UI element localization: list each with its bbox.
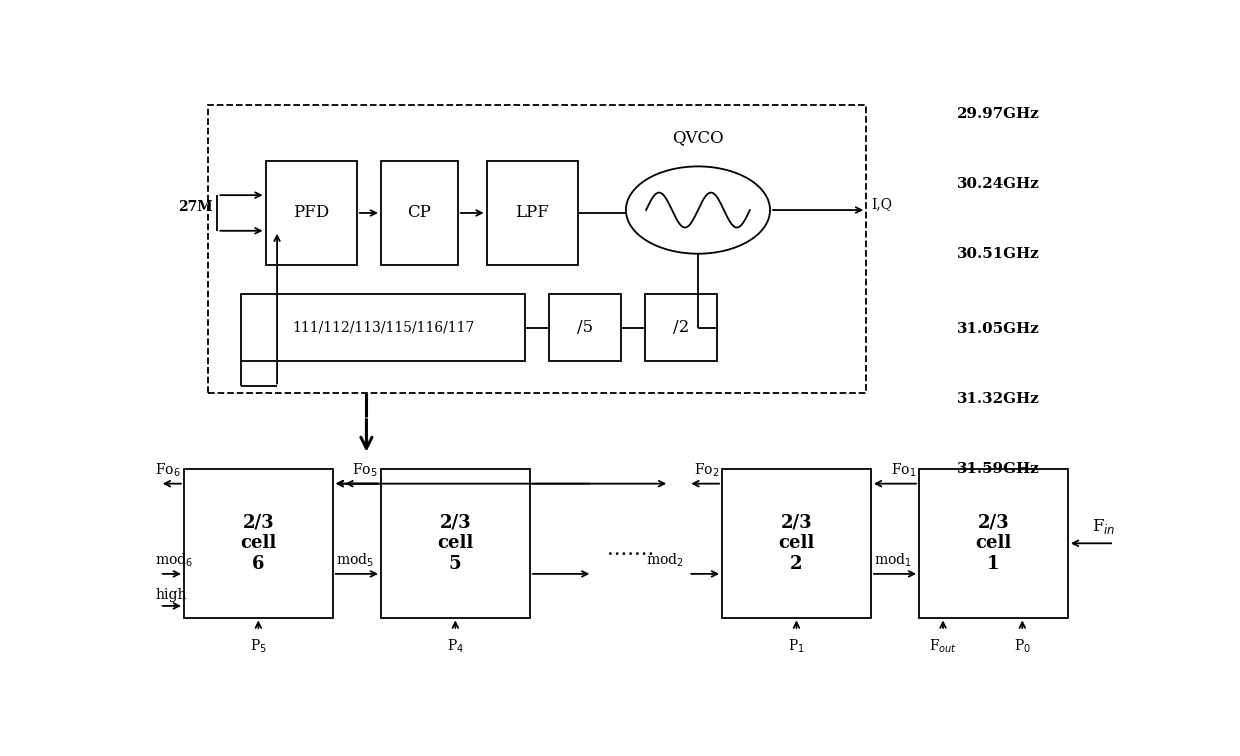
Text: P$_1$: P$_1$	[789, 638, 805, 655]
Text: Fo$_1$: Fo$_1$	[890, 462, 916, 479]
Text: 2/3
cell
6: 2/3 cell 6	[241, 513, 277, 573]
Text: .......: .......	[608, 540, 655, 559]
Text: 2/3
cell
1: 2/3 cell 1	[976, 513, 1012, 573]
Text: 31.05GHz: 31.05GHz	[957, 322, 1040, 336]
Text: mod$_1$: mod$_1$	[874, 552, 911, 569]
Text: 2/3
cell
5: 2/3 cell 5	[438, 513, 474, 573]
Text: LPF: LPF	[516, 204, 549, 222]
Text: 30.51GHz: 30.51GHz	[957, 246, 1040, 261]
Text: mod$_5$: mod$_5$	[336, 552, 373, 569]
Text: 30.24GHz: 30.24GHz	[957, 177, 1040, 191]
Text: mod$_2$: mod$_2$	[646, 552, 683, 569]
Text: 31.32GHz: 31.32GHz	[957, 392, 1040, 406]
Text: P$_0$: P$_0$	[1014, 638, 1030, 655]
Text: /5: /5	[577, 320, 593, 336]
Bar	[265, 160, 357, 265]
Text: high: high	[155, 588, 186, 603]
Text: Fo$_6$: Fo$_6$	[155, 462, 181, 479]
Text: Fo$_5$: Fo$_5$	[352, 462, 378, 479]
Bar	[486, 160, 578, 265]
Bar	[919, 469, 1068, 618]
Text: F$_{out}$: F$_{out}$	[929, 638, 957, 655]
Text: CP: CP	[407, 204, 432, 222]
Text: P$_5$: P$_5$	[249, 638, 267, 655]
Text: PFD: PFD	[293, 204, 330, 222]
Text: 31.59GHz: 31.59GHz	[957, 462, 1040, 476]
Bar	[722, 469, 870, 618]
Text: 29.97GHz: 29.97GHz	[957, 107, 1040, 121]
Bar	[381, 160, 458, 265]
Bar	[208, 105, 867, 393]
Bar	[645, 295, 717, 361]
Bar	[549, 295, 621, 361]
Text: F$_{in}$: F$_{in}$	[1092, 517, 1116, 536]
Text: Fo$_2$: Fo$_2$	[693, 462, 719, 479]
Bar	[184, 469, 332, 618]
Text: 27M: 27M	[179, 200, 213, 214]
Text: /2: /2	[673, 320, 689, 336]
Text: 111/112/113/115/116/117: 111/112/113/115/116/117	[293, 321, 475, 335]
Text: mod$_6$: mod$_6$	[155, 552, 193, 569]
Bar	[242, 295, 525, 361]
Text: P$_4$: P$_4$	[446, 638, 464, 655]
Bar	[381, 469, 529, 618]
Text: I,Q: I,Q	[870, 197, 892, 211]
Text: QVCO: QVCO	[672, 129, 724, 146]
Text: 2/3
cell
2: 2/3 cell 2	[779, 513, 815, 573]
